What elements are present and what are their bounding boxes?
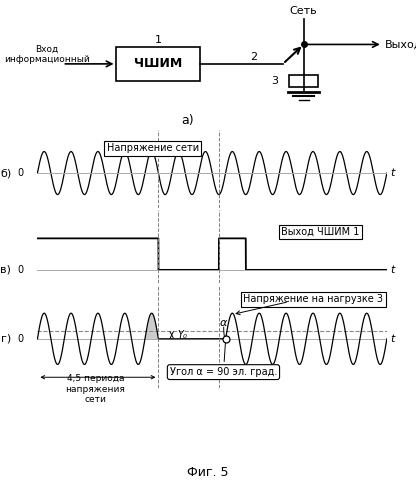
- Text: 0: 0: [17, 168, 23, 178]
- Text: Напряжение на нагрузке 3: Напряжение на нагрузке 3: [243, 294, 384, 304]
- Text: Y₀: Y₀: [177, 330, 187, 340]
- Text: t: t: [390, 334, 395, 344]
- Text: t: t: [390, 168, 395, 178]
- Text: Выход ЧШИМ 1: Выход ЧШИМ 1: [281, 227, 360, 237]
- Text: t: t: [390, 265, 395, 275]
- Text: а): а): [181, 114, 193, 128]
- Text: 0: 0: [17, 265, 23, 275]
- Text: 4,5 периода
напряжения
сети: 4,5 периода напряжения сети: [66, 374, 126, 404]
- FancyBboxPatch shape: [289, 75, 318, 88]
- Text: Сеть: Сеть: [290, 6, 317, 16]
- Text: 0: 0: [17, 334, 23, 344]
- Text: г): г): [1, 334, 11, 344]
- Text: Угол α = 90 эл. град.: Угол α = 90 эл. град.: [170, 343, 277, 377]
- Text: Напряжение сети: Напряжение сети: [106, 144, 199, 154]
- Text: Выход: Выход: [385, 40, 416, 50]
- Text: Фиг. 5: Фиг. 5: [187, 466, 229, 479]
- Text: 3: 3: [271, 76, 278, 86]
- Text: ЧШИМ: ЧШИМ: [134, 58, 182, 70]
- FancyBboxPatch shape: [116, 47, 200, 80]
- Text: 2: 2: [250, 52, 258, 62]
- Text: 1: 1: [155, 36, 161, 46]
- Text: в): в): [0, 265, 11, 275]
- Text: α: α: [219, 318, 227, 328]
- Text: б): б): [0, 168, 11, 178]
- Text: Вход
информационный: Вход информационный: [4, 44, 90, 64]
